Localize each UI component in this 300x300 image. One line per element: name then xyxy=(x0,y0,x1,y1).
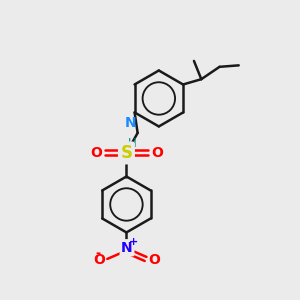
Text: -: - xyxy=(95,247,101,260)
Text: O: O xyxy=(90,146,102,160)
Text: N: N xyxy=(124,116,136,130)
Text: +: + xyxy=(129,237,138,247)
Text: S: S xyxy=(120,144,132,162)
Text: H: H xyxy=(128,137,136,150)
Text: O: O xyxy=(93,254,105,267)
Text: N: N xyxy=(121,241,133,255)
Text: O: O xyxy=(148,254,160,267)
Text: O: O xyxy=(151,146,163,160)
